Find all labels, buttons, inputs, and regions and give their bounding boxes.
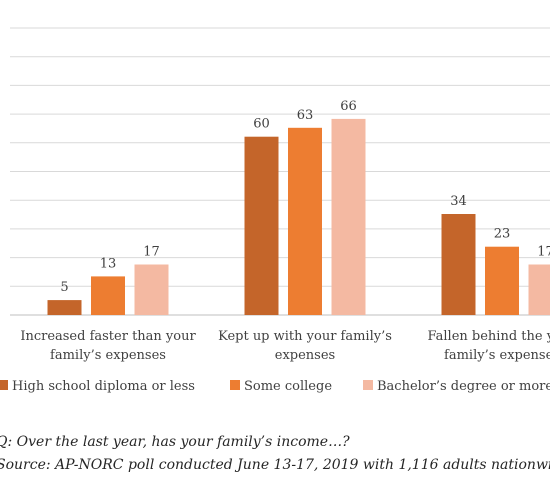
legend-swatch [0, 380, 8, 390]
data-label: 34 [450, 194, 467, 209]
legend-label: Bachelor’s degree or more [377, 379, 550, 394]
source-note: Source: AP-NORC poll conducted June 13-1… [0, 457, 550, 473]
data-label: 17 [537, 245, 550, 260]
legend-swatch [363, 380, 373, 390]
bar [485, 246, 519, 315]
bar [331, 118, 366, 316]
data-label: 66 [340, 99, 357, 114]
x-tick-label: Kept up with your family’s expenses [218, 329, 392, 363]
bar [91, 276, 125, 315]
bar [244, 136, 279, 315]
bar [134, 264, 169, 315]
data-label: 23 [494, 227, 511, 242]
data-label: 63 [297, 108, 314, 123]
data-label: 17 [143, 245, 160, 260]
bar-chart: 5 60 34 13 63 23 17 66 17 Increased faster than y… [0, 27, 550, 394]
legend-label: High school diploma or less [12, 379, 195, 394]
x-tick-label: Increased faster than your family’s expen… [20, 329, 196, 363]
data-label: 13 [100, 256, 117, 271]
legend-swatch [230, 380, 240, 390]
data-label: 5 [60, 280, 68, 295]
legend-label: Some college [244, 379, 332, 394]
bar [441, 214, 476, 315]
bar [288, 127, 322, 315]
bar [528, 264, 550, 315]
bar [47, 300, 82, 315]
question-note: Q: Over the last year, has your family’s… [0, 434, 350, 450]
data-label: 60 [253, 117, 270, 132]
